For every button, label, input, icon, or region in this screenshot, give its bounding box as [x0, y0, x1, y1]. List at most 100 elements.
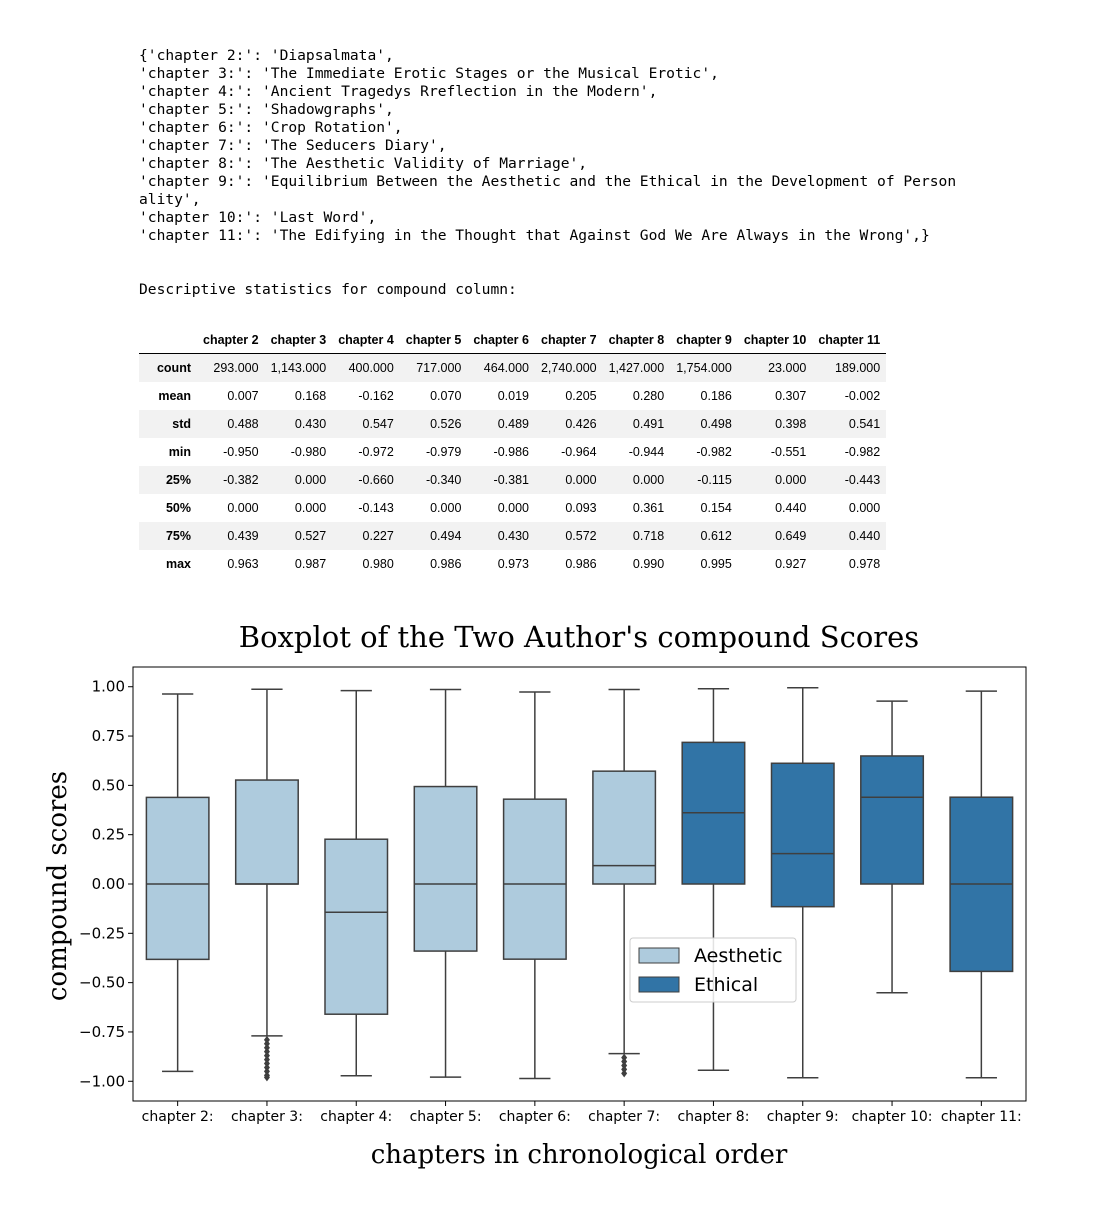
box — [502, 798, 567, 960]
code-line: 'chapter 10:': 'Last Word', — [139, 209, 377, 226]
stats-cell: 0.440 — [775, 501, 807, 515]
stats-cell: 0.186 — [700, 389, 732, 403]
box — [145, 796, 210, 961]
stats-cell: 0.963 — [227, 557, 259, 571]
stats-cell: 23.000 — [768, 361, 807, 375]
stats-cell: 0.361 — [632, 501, 665, 515]
stats-row: 50% 0.000 0.000 -0.143 0.000 0.000 0.093 0.361 0… — [139, 494, 886, 522]
row-label: std — [172, 417, 191, 431]
stats-cell: 1,427.000 — [608, 361, 665, 375]
stats-row: count 293.000 1,143.000 400.000 717.000 464.0… — [139, 353, 887, 382]
stats-cell: 0.498 — [700, 417, 732, 431]
stats-cell: 0.000 — [294, 501, 327, 515]
stats-cell: 0.000 — [775, 473, 807, 487]
stats-cell: 0.995 — [700, 557, 732, 571]
y-tick-label: −0.25 — [79, 924, 125, 942]
stats-title: Descriptive statistics for compound colu… — [139, 281, 517, 298]
x-tick-label: chapter 6: — [499, 1109, 571, 1125]
stats-cell: -0.551 — [770, 445, 807, 459]
stats-table: chapter 2 chapter 3 chapter 4 chapter 5 … — [139, 326, 887, 578]
stats-cell: 0.000 — [430, 501, 462, 515]
code-line: {'chapter 2:': 'Diapsalmata', — [139, 47, 394, 64]
code-line: 'chapter 11:': 'The Edifying in the Thou… — [139, 227, 930, 244]
stats-cell: 0.649 — [775, 529, 807, 543]
stats-cell: 0.494 — [430, 529, 462, 543]
stats-cell: 464.000 — [483, 361, 529, 375]
y-tick-label: −1.00 — [79, 1072, 125, 1090]
column-header: chapter 4 — [332, 326, 400, 354]
x-tick-label: chapter 2: — [142, 1109, 214, 1125]
column-header: chapter 11 — [812, 326, 887, 354]
stats-cell: -0.382 — [223, 473, 259, 487]
stats-cell: 0.398 — [775, 417, 807, 431]
code-line: 'chapter 3:': 'The Immediate Erotic Stag… — [139, 65, 719, 82]
stats-cell: -0.944 — [628, 445, 665, 459]
stats-cell: 0.978 — [848, 557, 881, 571]
y-tick-label: −0.75 — [79, 1023, 125, 1041]
stats-cell: 0.154 — [700, 501, 732, 515]
row-label: 50% — [165, 501, 191, 515]
stats-cell: -0.660 — [358, 473, 394, 487]
column-header: chapter 6 — [467, 326, 535, 354]
stats-cell: 0.426 — [565, 417, 597, 431]
stats-cell: 717.000 — [416, 361, 462, 375]
stats-cell: 0.019 — [497, 389, 529, 403]
stats-cell: -0.982 — [696, 445, 732, 459]
stats-cell: 0.987 — [294, 557, 327, 571]
stats-cell: 0.280 — [632, 389, 665, 403]
stats-cell: 293.000 — [213, 361, 259, 375]
stats-cell: 0.718 — [632, 529, 665, 543]
stats-cell: 0.000 — [632, 473, 665, 487]
code-line: ality', — [139, 191, 201, 208]
stats-cell: -0.443 — [844, 473, 881, 487]
stats-cell: 0.526 — [430, 417, 462, 431]
stats-cell: 2,740.000 — [540, 361, 597, 375]
stats-cell: -0.980 — [290, 445, 327, 459]
y-tick-label: 1.00 — [92, 678, 125, 696]
box — [234, 779, 299, 885]
row-label: mean — [158, 389, 191, 403]
code-line: 'chapter 4:': 'Ancient Tragedys Rreflect… — [139, 83, 658, 100]
stats-cell: 0.000 — [848, 501, 881, 515]
stats-cell: 0.547 — [362, 417, 394, 431]
stats-cell: 0.000 — [497, 501, 529, 515]
stats-cell: 1,754.000 — [676, 361, 732, 375]
stats-cell: 1,143.000 — [270, 361, 327, 375]
column-header: chapter 7 — [534, 326, 603, 354]
stats-row: 25% -0.382 0.000 -0.660 -0.340 -0.381 0.000 0.0… — [139, 466, 887, 494]
stats-cell: 0.986 — [565, 557, 597, 571]
stats-cell: 0.168 — [294, 389, 327, 403]
stats-cell: 0.572 — [565, 529, 597, 543]
column-header: chapter 2 — [197, 326, 265, 354]
x-tick-label: chapter 5: — [410, 1109, 482, 1125]
stats-cell: -0.002 — [844, 389, 881, 403]
stats-cell: 0.307 — [775, 389, 807, 403]
stats-cell: 0.007 — [227, 389, 259, 403]
stats-cell: 0.093 — [565, 501, 597, 515]
y-tick-label: 0.75 — [92, 727, 125, 745]
row-label: min — [168, 445, 191, 459]
stats-cell: 0.227 — [362, 529, 394, 543]
code-line: 'chapter 9:': 'Equilibrium Between the A… — [139, 173, 957, 190]
x-tick-label: chapter 4: — [320, 1109, 392, 1125]
stats-cell: 0.440 — [848, 529, 881, 543]
outlier-point — [263, 1073, 270, 1082]
stats-cell: 0.491 — [632, 417, 665, 431]
legend-swatch — [638, 947, 680, 964]
stats-cell: 0.430 — [497, 529, 529, 543]
x-tick-label: chapter 7: — [588, 1109, 660, 1125]
y-tick-label: 0.00 — [92, 875, 125, 893]
stats-cell: 0.990 — [632, 557, 665, 571]
stats-row: min -0.950 -0.980 -0.972 -0.979 -0.986 -0.964 -… — [139, 438, 886, 466]
x-tick-label: chapter 11: — [941, 1109, 1022, 1125]
code-line: 'chapter 5:': 'Shadowgraphs', — [139, 101, 394, 118]
stats-cell: -0.340 — [425, 473, 462, 487]
stats-cell: 0.070 — [430, 389, 462, 403]
stats-cell: 0.430 — [294, 417, 327, 431]
stats-header-row: chapter 2 chapter 3 chapter 4 chapter 5 … — [139, 326, 887, 354]
row-label: 25% — [165, 473, 191, 487]
plot-area: 1.00 0.75 0.50 0.25 0.00 −0.25 −0.50 −0.75 −1.00… — [79, 666, 1027, 1125]
row-label: count — [156, 361, 191, 375]
stats-cell: 0.205 — [565, 389, 597, 403]
stats-cell: -0.143 — [358, 501, 394, 515]
